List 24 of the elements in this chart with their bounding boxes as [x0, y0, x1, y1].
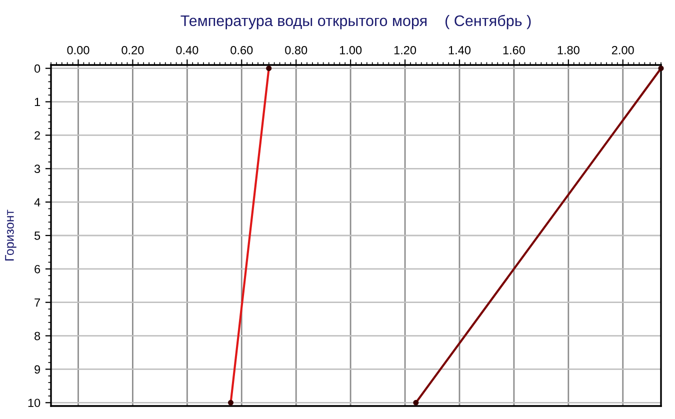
x-tick-label: 1.20: [394, 46, 416, 54]
x-tick-label: 2.00: [612, 46, 634, 54]
chart-title: Температура воды открытого моря ( Сентябрь ): [180, 14, 531, 30]
y-tick-label: 7: [34, 298, 40, 307]
y-axis-title: Горизонт: [5, 210, 16, 260]
y-tick-label: 1: [34, 98, 40, 106]
x-tick-label: 1.60: [503, 46, 525, 54]
y-tick-label: 0: [34, 64, 40, 73]
x-tick-label: 0.80: [285, 46, 308, 54]
x-tick-label: 0.00: [67, 46, 90, 54]
y-tick-label: 4: [34, 198, 40, 206]
y-tick-label: 8: [34, 332, 40, 340]
x-tick-label: 0.60: [230, 46, 253, 54]
x-tick-label: 1.00: [340, 46, 362, 54]
y-tick-label: 2: [34, 131, 40, 140]
x-tick-label: 1.40: [448, 46, 471, 54]
y-tick-label: 3: [34, 164, 40, 174]
x-tick-label: 0.20: [122, 46, 144, 54]
x-tick-label: 0.40: [176, 46, 198, 54]
y-tick-label: 10: [28, 398, 40, 408]
x-tick-label: 1.80: [558, 46, 580, 54]
y-tick-label: 5: [34, 232, 40, 240]
y-tick-label: 6: [34, 264, 40, 274]
y-tick-label: 9: [34, 365, 40, 374]
